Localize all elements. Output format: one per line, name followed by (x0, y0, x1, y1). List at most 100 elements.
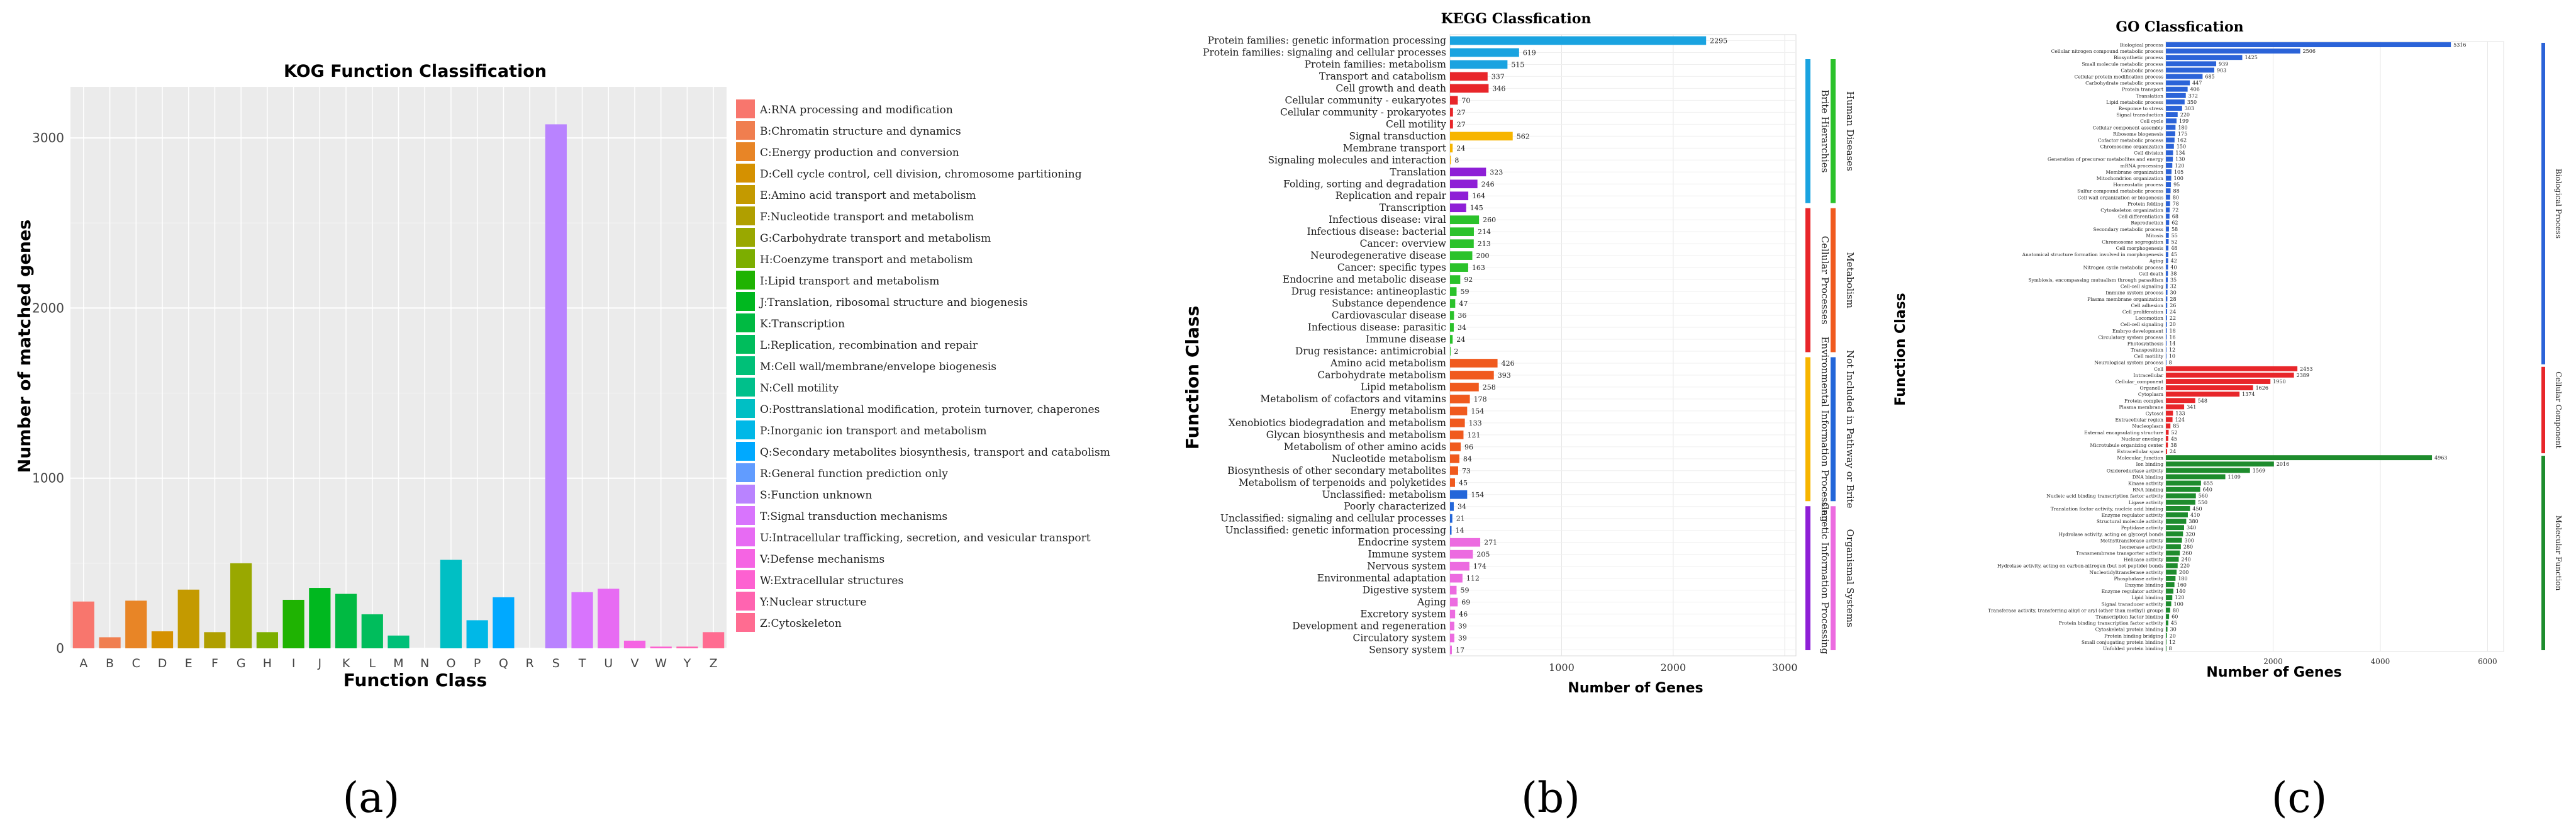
go-bar-value: 175 (2178, 131, 2187, 137)
go-bar (2166, 315, 2167, 321)
kog-legend-entry: S:Function unknown (760, 489, 872, 502)
go-bar-value: 10 (2169, 354, 2175, 359)
go-bar (2166, 232, 2169, 238)
kegg-bar (1450, 633, 1454, 643)
go-category-label: Translation (2136, 93, 2164, 99)
kog-y-tick-label: 3000 (32, 130, 64, 145)
go-category-label: Sulfur compound metabolic process (2077, 188, 2163, 194)
kegg-category-label: Substance dependence (1332, 298, 1446, 309)
go-bar-value: 20 (2170, 322, 2176, 327)
go-bar-value: 180 (2178, 576, 2187, 582)
kegg-category-label: Replication and repair (1335, 190, 1447, 201)
kegg-category-label: Nervous system (1367, 561, 1446, 572)
kegg-bar (1450, 263, 1468, 272)
go-category-label: Nuclear envelope (2121, 436, 2164, 442)
go-bar (2166, 74, 2203, 79)
go-bar (2166, 620, 2168, 626)
kegg-bar (1450, 383, 1479, 392)
kegg-bar-value: 36 (1458, 312, 1466, 320)
go-category-label: Peptidase activity (2121, 525, 2164, 531)
go-category-label: Mitosis (2146, 233, 2163, 239)
go-bar-value: 2016 (2277, 461, 2289, 467)
kegg-category-label: Cellular community - prokaryotes (1280, 106, 1446, 118)
go-category-label: Aging (2149, 258, 2163, 264)
kegg-group-label: Cellular Processes (1819, 236, 1831, 325)
go-category-label: Small conjugating protein binding (2082, 640, 2163, 645)
kegg-bar (1450, 407, 1468, 415)
kog-legend-swatch (736, 442, 755, 461)
go-bar (2166, 468, 2250, 473)
go-category-label: Ion binding (2136, 461, 2163, 467)
go-category-label: Cell wall organization or biogenesis (2078, 194, 2164, 200)
kog-legend-entry: N:Cell motility (760, 382, 839, 395)
kegg-bar-value: 34 (1458, 503, 1466, 511)
go-bar-value: 80 (2173, 194, 2179, 200)
kegg-bar-value: 337 (1492, 72, 1505, 81)
go-bar-value: 180 (2178, 125, 2187, 130)
go-category-label: Lipid metabolic process (2106, 99, 2163, 105)
go-category-label: Photosynthesis (2127, 341, 2163, 346)
go-category-label: Locomotion (2135, 315, 2163, 321)
go-bar-value: 95 (2173, 182, 2180, 188)
kegg-bar-value: 46 (1459, 611, 1468, 619)
go-bar (2166, 252, 2168, 257)
kegg-category-label: Energy metabolism (1350, 405, 1446, 417)
kegg-group-strip (1805, 208, 1810, 352)
kog-legend-entry: I:Lipid transport and metabolism (760, 275, 939, 288)
kog-bar-O (440, 560, 462, 648)
go-bar (2166, 283, 2168, 289)
go-bar (2166, 392, 2240, 397)
go-category-label: Small molecule metabolic process (2082, 61, 2163, 67)
go-bar (2166, 131, 2175, 137)
go-bar (2166, 67, 2214, 73)
go-bar (2166, 410, 2173, 416)
go-category-label: Structural molecule activity (2097, 519, 2164, 524)
go-plot-area (2165, 41, 2504, 652)
kog-bar-M (388, 635, 410, 648)
kog-legend-entry: H:Coenzyme transport and metabolism (760, 254, 973, 266)
go-bar (2166, 93, 2186, 98)
go-bar (2166, 582, 2175, 587)
kegg-category-label: Xenobiotics biodegradation and metabolis… (1229, 417, 1446, 429)
kog-legend-entry: J:Translation, ribosomal structure and b… (759, 296, 1028, 309)
kegg-category-label: Development and regeneration (1292, 621, 1446, 632)
go-bar (2166, 379, 2271, 384)
kegg-bar-value: 323 (1490, 168, 1503, 176)
kog-x-tick-label: S (552, 656, 560, 670)
go-category-label: Reproduction (2131, 220, 2163, 226)
kog-legend-entry: R:General function prediction only (760, 468, 948, 480)
kog-legend-swatch (736, 249, 755, 268)
kegg-bar (1450, 371, 1494, 380)
go-category-label: Helicase activity (2124, 557, 2164, 563)
kegg-bar-value: 112 (1466, 575, 1480, 583)
go-category-label: Cellular component assembly (2093, 125, 2164, 130)
go-bar (2166, 277, 2168, 283)
go-group-label: Molecular Function (2554, 516, 2563, 591)
go-bar (2166, 531, 2183, 537)
go-bar-value: 1950 (2273, 379, 2285, 385)
go-x-tick-label: 2000 (2263, 657, 2283, 666)
kog-bar-E (177, 589, 199, 648)
go-category-label: Biological process (2120, 42, 2163, 48)
go-category-label: Immune system process (2105, 290, 2163, 296)
kegg-group-label: Brite Hierarchies (1819, 89, 1831, 172)
go-title: GO Classfication (2116, 19, 2243, 35)
kegg-bar-value: 346 (1492, 84, 1505, 93)
kegg-category-label: Nucleotide metabolism (1332, 453, 1446, 465)
go-category-label: Cytoskeleton organization (2100, 207, 2163, 213)
go-bar-value: 22 (2170, 315, 2176, 321)
kegg-category-label: Translation (1390, 166, 1446, 178)
kegg-group-label: Human Diseases (1844, 91, 1856, 171)
kog-x-tick-label: J (318, 656, 322, 670)
kog-legend-entry: B:Chromatin structure and dynamics (760, 125, 961, 138)
go-category-label: Nitrogen cycle metabolic process (2083, 264, 2164, 270)
go-bar (2166, 538, 2182, 543)
go-bar (2166, 429, 2169, 435)
go-bar-value: 124 (2175, 417, 2185, 423)
go-category-label: Protein folding (2127, 201, 2163, 206)
go-bar-value: 24 (2170, 309, 2176, 315)
go-bar (2166, 607, 2170, 613)
kog-legend-swatch (736, 164, 755, 183)
go-category-label: Molecular_function (2117, 455, 2163, 461)
go-category-label: Cytoplasm (2138, 392, 2163, 397)
